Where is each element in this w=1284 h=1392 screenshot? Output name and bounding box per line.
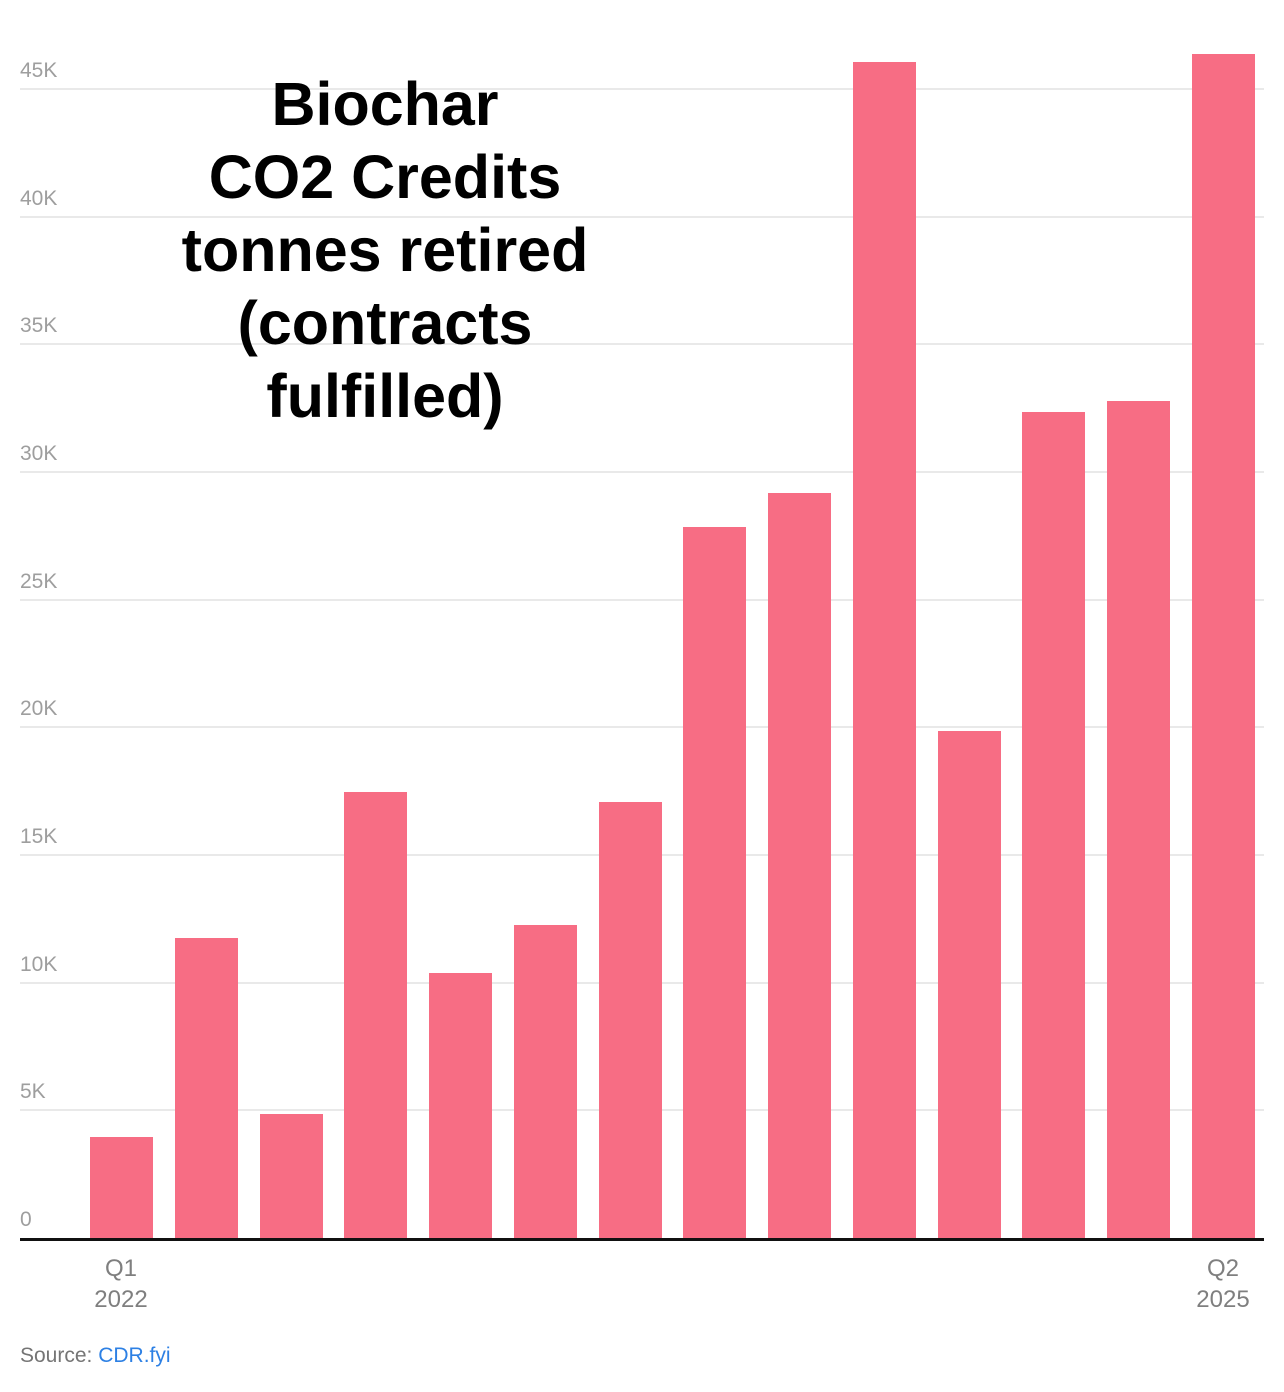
y-tick-label-10k: 10K [20, 952, 58, 976]
bar-q1-2025[interactable] [1107, 401, 1171, 1239]
y-tick-label-40k: 40K [20, 186, 58, 210]
y-tick-label-30k: 30K [20, 441, 58, 465]
source-label: Source: [20, 1344, 99, 1367]
x-tick-last: Q2 2025 [1196, 1255, 1250, 1313]
bar-q3-2023[interactable] [598, 802, 662, 1239]
y-tick-label-20k: 20K [20, 697, 58, 721]
y-tick-label-25k: 25K [20, 569, 58, 593]
source-line: Source: CDR.fyi [20, 1344, 171, 1368]
y-tick-label-15k: 15K [20, 824, 58, 848]
bar-q3-2024[interactable] [937, 730, 1001, 1239]
bar-q1-2023[interactable] [429, 973, 493, 1239]
bar-q2-2025[interactable] [1192, 54, 1255, 1239]
y-tick-label-0: 0 [20, 1208, 32, 1231]
bar-q4-2023[interactable] [683, 526, 747, 1239]
source-link[interactable]: CDR.fyi [98, 1344, 171, 1367]
bar-q2-2023[interactable] [513, 924, 577, 1239]
chart-title: Biochar CO2 Credits tonnes retired (cont… [181, 70, 589, 430]
bar-q2-2022[interactable] [174, 937, 238, 1239]
y-tick-label-45k: 45K [20, 58, 58, 82]
gridline-40k [20, 215, 1264, 218]
y-tick-label-35k: 35K [20, 314, 58, 338]
bar-q3-2022[interactable] [259, 1113, 323, 1239]
x-tick-first: Q1 2022 [94, 1255, 148, 1313]
gridline-30k [20, 470, 1264, 473]
x-axis-line [20, 1238, 1264, 1241]
gridline-45k [20, 87, 1264, 90]
gridline-20k [20, 726, 1264, 729]
bar-q1-2024[interactable] [768, 493, 832, 1239]
y-tick-label-5k: 5K [20, 1080, 46, 1104]
gridline-35k [20, 343, 1264, 346]
gridline-25k [20, 598, 1264, 601]
plot-area: 0 5K 10K 15K 20K 25K 30K 35K 40K 45K [20, 26, 1264, 1241]
bar-q4-2024[interactable] [1022, 411, 1086, 1239]
bar-q1-2022[interactable] [90, 1136, 153, 1239]
bar-q2-2024[interactable] [852, 61, 916, 1239]
bar-q4-2022[interactable] [344, 792, 408, 1239]
